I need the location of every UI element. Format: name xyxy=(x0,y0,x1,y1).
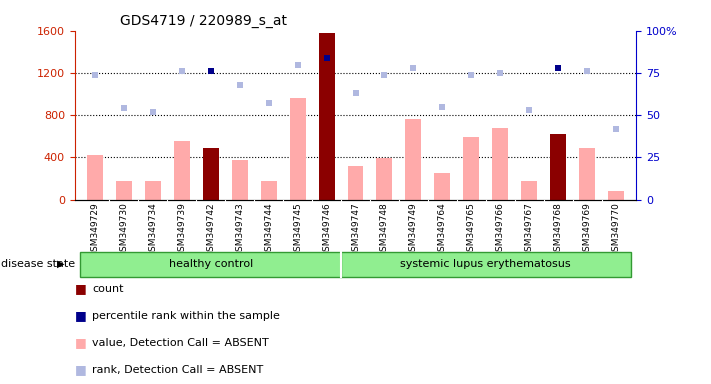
Bar xyxy=(319,33,334,200)
Bar xyxy=(173,141,190,200)
Bar xyxy=(116,181,132,200)
Bar xyxy=(521,181,538,200)
Text: GSM349769: GSM349769 xyxy=(582,202,592,257)
Bar xyxy=(434,173,450,200)
Text: GSM349744: GSM349744 xyxy=(264,202,273,257)
Text: GSM349749: GSM349749 xyxy=(409,202,418,257)
Text: healthy control: healthy control xyxy=(169,259,253,269)
Text: systemic lupus erythematosus: systemic lupus erythematosus xyxy=(400,259,571,269)
Bar xyxy=(377,159,392,200)
Bar xyxy=(87,156,103,200)
Text: GSM349766: GSM349766 xyxy=(496,202,505,257)
Text: ■: ■ xyxy=(75,309,87,322)
Text: value, Detection Call = ABSENT: value, Detection Call = ABSENT xyxy=(92,338,269,348)
Bar xyxy=(348,166,363,200)
Text: rank, Detection Call = ABSENT: rank, Detection Call = ABSENT xyxy=(92,365,264,375)
Text: GSM349764: GSM349764 xyxy=(438,202,447,257)
Text: disease state: disease state xyxy=(1,259,75,269)
Bar xyxy=(80,252,341,277)
Text: GSM349729: GSM349729 xyxy=(90,202,100,257)
Bar xyxy=(203,148,219,200)
Text: ■: ■ xyxy=(75,282,87,295)
Bar xyxy=(289,98,306,200)
Text: GSM349743: GSM349743 xyxy=(235,202,244,257)
Bar xyxy=(232,160,247,200)
Text: ▶: ▶ xyxy=(56,259,64,269)
Text: GSM349767: GSM349767 xyxy=(525,202,534,257)
Text: count: count xyxy=(92,284,124,294)
Bar xyxy=(492,128,508,200)
Bar xyxy=(145,181,161,200)
Bar xyxy=(464,137,479,200)
Bar xyxy=(405,119,422,200)
Bar xyxy=(550,134,566,200)
Text: GSM349765: GSM349765 xyxy=(467,202,476,257)
Text: GSM349770: GSM349770 xyxy=(611,202,621,257)
Text: GSM349747: GSM349747 xyxy=(351,202,360,257)
Text: GSM349745: GSM349745 xyxy=(293,202,302,257)
Bar xyxy=(608,191,624,200)
Text: GSM349748: GSM349748 xyxy=(380,202,389,257)
Bar xyxy=(261,181,277,200)
Text: GSM349730: GSM349730 xyxy=(119,202,129,257)
Text: GSM349768: GSM349768 xyxy=(554,202,562,257)
Text: GSM349734: GSM349734 xyxy=(149,202,157,257)
Text: ■: ■ xyxy=(75,363,87,376)
Text: ■: ■ xyxy=(75,336,87,349)
Text: GSM349742: GSM349742 xyxy=(206,202,215,257)
Text: GSM349739: GSM349739 xyxy=(177,202,186,257)
Text: GDS4719 / 220989_s_at: GDS4719 / 220989_s_at xyxy=(119,14,287,28)
Bar xyxy=(341,252,631,277)
Text: percentile rank within the sample: percentile rank within the sample xyxy=(92,311,280,321)
Text: GSM349746: GSM349746 xyxy=(322,202,331,257)
Bar xyxy=(579,148,595,200)
